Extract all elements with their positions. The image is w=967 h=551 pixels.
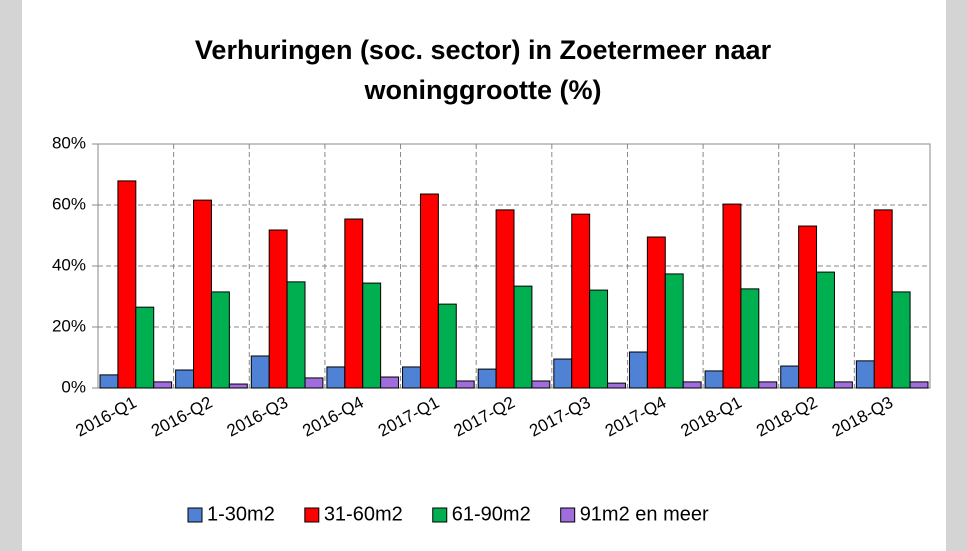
x-tick-label: 2016-Q2	[148, 393, 215, 441]
bar	[646, 236, 666, 389]
x-tick-label: 2018-Q3	[829, 393, 896, 441]
bar	[210, 291, 230, 389]
bar	[740, 288, 760, 389]
x-tick-label: 2017-Q4	[602, 393, 669, 441]
bar	[553, 358, 573, 389]
legend-label: 61-90m2	[452, 503, 531, 525]
y-tick-label: 40%	[52, 255, 86, 274]
bar	[117, 180, 137, 389]
bar	[135, 306, 155, 389]
legend-swatch	[187, 507, 203, 523]
x-tick-label: 2016-Q3	[224, 393, 291, 441]
bar	[833, 381, 853, 389]
bar	[855, 360, 875, 389]
bar	[380, 376, 400, 389]
bar	[304, 377, 324, 389]
bar	[816, 271, 835, 389]
bar	[402, 366, 421, 389]
x-tick-label: 2017-Q2	[451, 393, 518, 441]
bar	[268, 229, 288, 389]
bar	[419, 193, 439, 389]
bar	[571, 213, 591, 389]
bar	[513, 285, 533, 389]
bar	[722, 203, 742, 389]
bar	[909, 381, 929, 389]
x-tick-label: 2016-Q1	[72, 393, 139, 441]
bar	[704, 370, 724, 389]
x-tick-label: 2016-Q4	[299, 393, 366, 441]
x-tick-label: 2018-Q1	[678, 393, 745, 441]
legend-label: 1-30m2	[207, 503, 275, 525]
bar	[286, 281, 306, 389]
legend-swatch	[560, 507, 576, 523]
bar	[326, 366, 346, 389]
bar	[495, 209, 515, 389]
bar	[780, 365, 800, 389]
bar	[589, 289, 609, 389]
bar	[362, 282, 382, 389]
bar	[628, 351, 648, 389]
x-tick-label: 2017-Q1	[375, 393, 442, 441]
y-tick-label: 80%	[52, 133, 86, 152]
y-tick-label: 0%	[61, 377, 86, 396]
bar	[873, 209, 893, 389]
legend-swatch	[304, 507, 320, 523]
bar	[250, 355, 270, 389]
bar	[664, 273, 684, 389]
legend-label: 91m2 en meer	[580, 503, 709, 525]
legend-label: 31-60m2	[324, 503, 403, 525]
bar	[344, 218, 364, 389]
bar	[455, 380, 475, 389]
bar	[193, 199, 212, 389]
bar	[758, 381, 778, 389]
y-tick-label: 20%	[52, 316, 86, 335]
bar	[477, 368, 497, 389]
x-tick-label: 2018-Q2	[753, 393, 820, 441]
bar	[798, 225, 818, 389]
bar	[99, 374, 119, 389]
bar	[153, 381, 173, 389]
x-tick-label: 2017-Q3	[526, 393, 593, 441]
bar	[228, 383, 248, 389]
bar	[531, 380, 551, 389]
bar	[437, 303, 457, 389]
bar	[891, 291, 911, 389]
bar	[175, 369, 195, 389]
bar	[607, 382, 626, 389]
legend-swatch	[432, 507, 448, 523]
y-tick-label: 60%	[52, 194, 86, 213]
bar	[682, 381, 702, 389]
chart-title: Verhuringen (soc. sector) in Zoetermeer …	[194, 35, 772, 105]
